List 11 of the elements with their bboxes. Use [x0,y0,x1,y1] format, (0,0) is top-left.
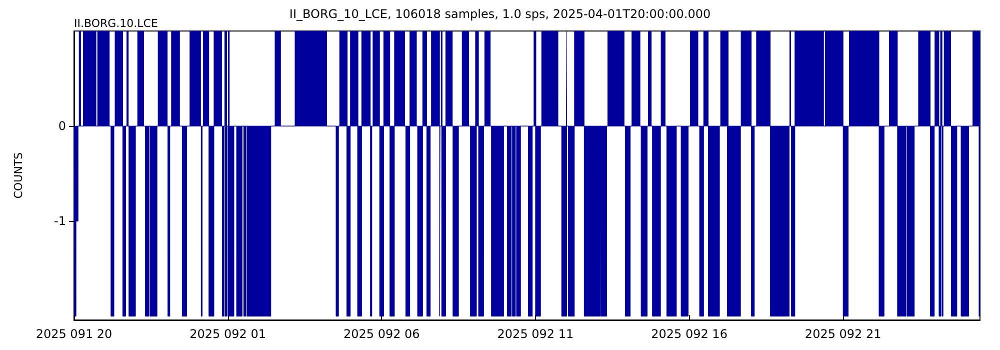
x-tick-label: 2025 092 11 [497,327,574,341]
x-tick-label: 2025 092 16 [651,327,728,341]
x-tick-label: 2025 092 21 [804,327,882,341]
y-axis-title: COUNTS [12,152,25,199]
x-tick-label: 2025 092 06 [343,327,420,341]
y-tick-label: 0 [58,119,66,134]
x-tick-label: 2025 091 20 [36,327,112,341]
y-tick-label: -1 [54,214,66,228]
text: II.BORG.10.LCE [74,17,158,30]
x-tick-label: 2025 092 01 [190,327,266,341]
chart-title: II_BORG_10_LCE, 106018 samples, 1.0 sps, 2025-04-01T20:00:00.000 [289,7,711,21]
